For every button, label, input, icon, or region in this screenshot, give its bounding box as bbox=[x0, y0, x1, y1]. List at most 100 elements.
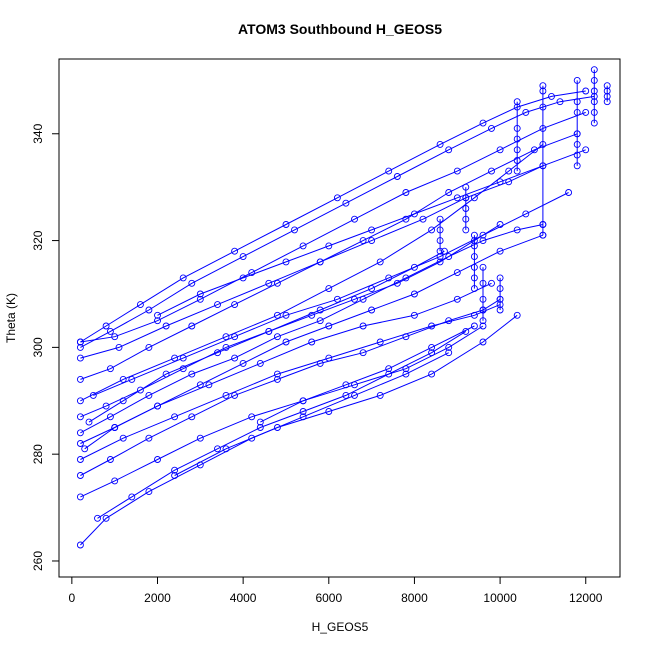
data-point bbox=[231, 354, 239, 362]
series-line-7 bbox=[80, 224, 544, 434]
data-point bbox=[496, 146, 504, 154]
data-point bbox=[573, 98, 581, 106]
data-point bbox=[128, 375, 136, 383]
data-point bbox=[231, 333, 239, 341]
data-point bbox=[256, 424, 264, 431]
data-point bbox=[342, 199, 350, 207]
data-point bbox=[445, 189, 453, 196]
data-point bbox=[248, 269, 256, 277]
data-point bbox=[479, 306, 487, 314]
data-point bbox=[548, 92, 555, 100]
data-point bbox=[188, 322, 196, 330]
data-point bbox=[145, 306, 153, 314]
data-point bbox=[239, 274, 247, 282]
data-point bbox=[145, 434, 153, 442]
data-point bbox=[106, 456, 114, 463]
data-point bbox=[231, 247, 239, 255]
data-point bbox=[94, 514, 101, 522]
data-point bbox=[102, 322, 110, 330]
data-point bbox=[436, 253, 444, 261]
data-point bbox=[496, 274, 504, 282]
data-point bbox=[239, 253, 247, 261]
data-point bbox=[505, 167, 513, 175]
data-point bbox=[119, 434, 127, 442]
data-point bbox=[145, 343, 153, 351]
x-tick-label: 0 bbox=[69, 591, 76, 605]
data-point bbox=[445, 343, 453, 351]
data-point bbox=[479, 322, 487, 330]
data-point bbox=[385, 370, 393, 378]
data-point bbox=[573, 140, 581, 148]
series-line-14 bbox=[88, 250, 445, 423]
data-point bbox=[513, 146, 521, 154]
data-point bbox=[445, 146, 453, 154]
data-point bbox=[496, 178, 504, 186]
data-point bbox=[573, 162, 581, 170]
data-point bbox=[359, 295, 367, 303]
data-point bbox=[436, 237, 444, 245]
data-point bbox=[436, 215, 444, 223]
data-point bbox=[410, 210, 418, 218]
data-point bbox=[410, 311, 418, 319]
data-point bbox=[214, 445, 221, 453]
data-point bbox=[256, 418, 264, 426]
data-point bbox=[496, 295, 504, 303]
data-point bbox=[282, 258, 290, 266]
data-point bbox=[590, 98, 598, 106]
data-point bbox=[496, 285, 504, 293]
data-point bbox=[325, 322, 333, 330]
data-point bbox=[462, 215, 470, 223]
data-point bbox=[333, 194, 341, 202]
data-point bbox=[470, 274, 478, 282]
data-point bbox=[385, 274, 393, 282]
series-line-9 bbox=[80, 304, 501, 460]
data-point bbox=[299, 397, 307, 405]
x-tick-label: 2000 bbox=[144, 591, 171, 605]
data-point bbox=[128, 493, 136, 501]
series-line-20 bbox=[174, 314, 518, 476]
data-point bbox=[513, 226, 521, 234]
data-point bbox=[282, 338, 290, 346]
data-point bbox=[136, 301, 144, 309]
data-point bbox=[539, 82, 547, 90]
data-point bbox=[76, 354, 84, 362]
data-point bbox=[376, 258, 384, 266]
data-point bbox=[111, 333, 119, 341]
data-point bbox=[316, 317, 324, 325]
data-point bbox=[359, 322, 367, 330]
data-point bbox=[573, 76, 581, 84]
data-point bbox=[76, 413, 84, 421]
data-point bbox=[308, 338, 316, 346]
x-axis-label: H_GEOS5 bbox=[312, 620, 369, 634]
data-point bbox=[85, 418, 93, 426]
x-tick-label: 10000 bbox=[483, 591, 517, 605]
data-point bbox=[436, 247, 444, 255]
data-point bbox=[325, 242, 333, 250]
data-point bbox=[273, 279, 281, 287]
data-point bbox=[453, 194, 461, 202]
series-line-2 bbox=[80, 95, 595, 348]
data-point bbox=[428, 349, 436, 357]
data-point bbox=[462, 194, 470, 202]
data-point bbox=[222, 391, 230, 399]
data-point bbox=[231, 391, 239, 399]
data-point bbox=[488, 167, 495, 175]
data-point bbox=[496, 221, 504, 228]
data-point bbox=[342, 381, 350, 389]
data-point bbox=[513, 98, 521, 106]
data-point bbox=[470, 253, 478, 261]
data-point bbox=[111, 477, 119, 485]
data-point bbox=[479, 237, 487, 245]
data-point bbox=[436, 226, 444, 234]
data-point bbox=[265, 327, 273, 335]
data-point bbox=[342, 391, 350, 399]
data-point bbox=[76, 493, 84, 501]
data-point bbox=[76, 440, 84, 447]
y-axis-label: Theta (K) bbox=[4, 293, 18, 343]
data-point bbox=[402, 215, 410, 223]
data-point bbox=[488, 279, 495, 287]
y-tick-label: 280 bbox=[31, 444, 45, 464]
data-point bbox=[316, 258, 324, 266]
data-point bbox=[273, 375, 281, 383]
data-point bbox=[428, 226, 436, 234]
